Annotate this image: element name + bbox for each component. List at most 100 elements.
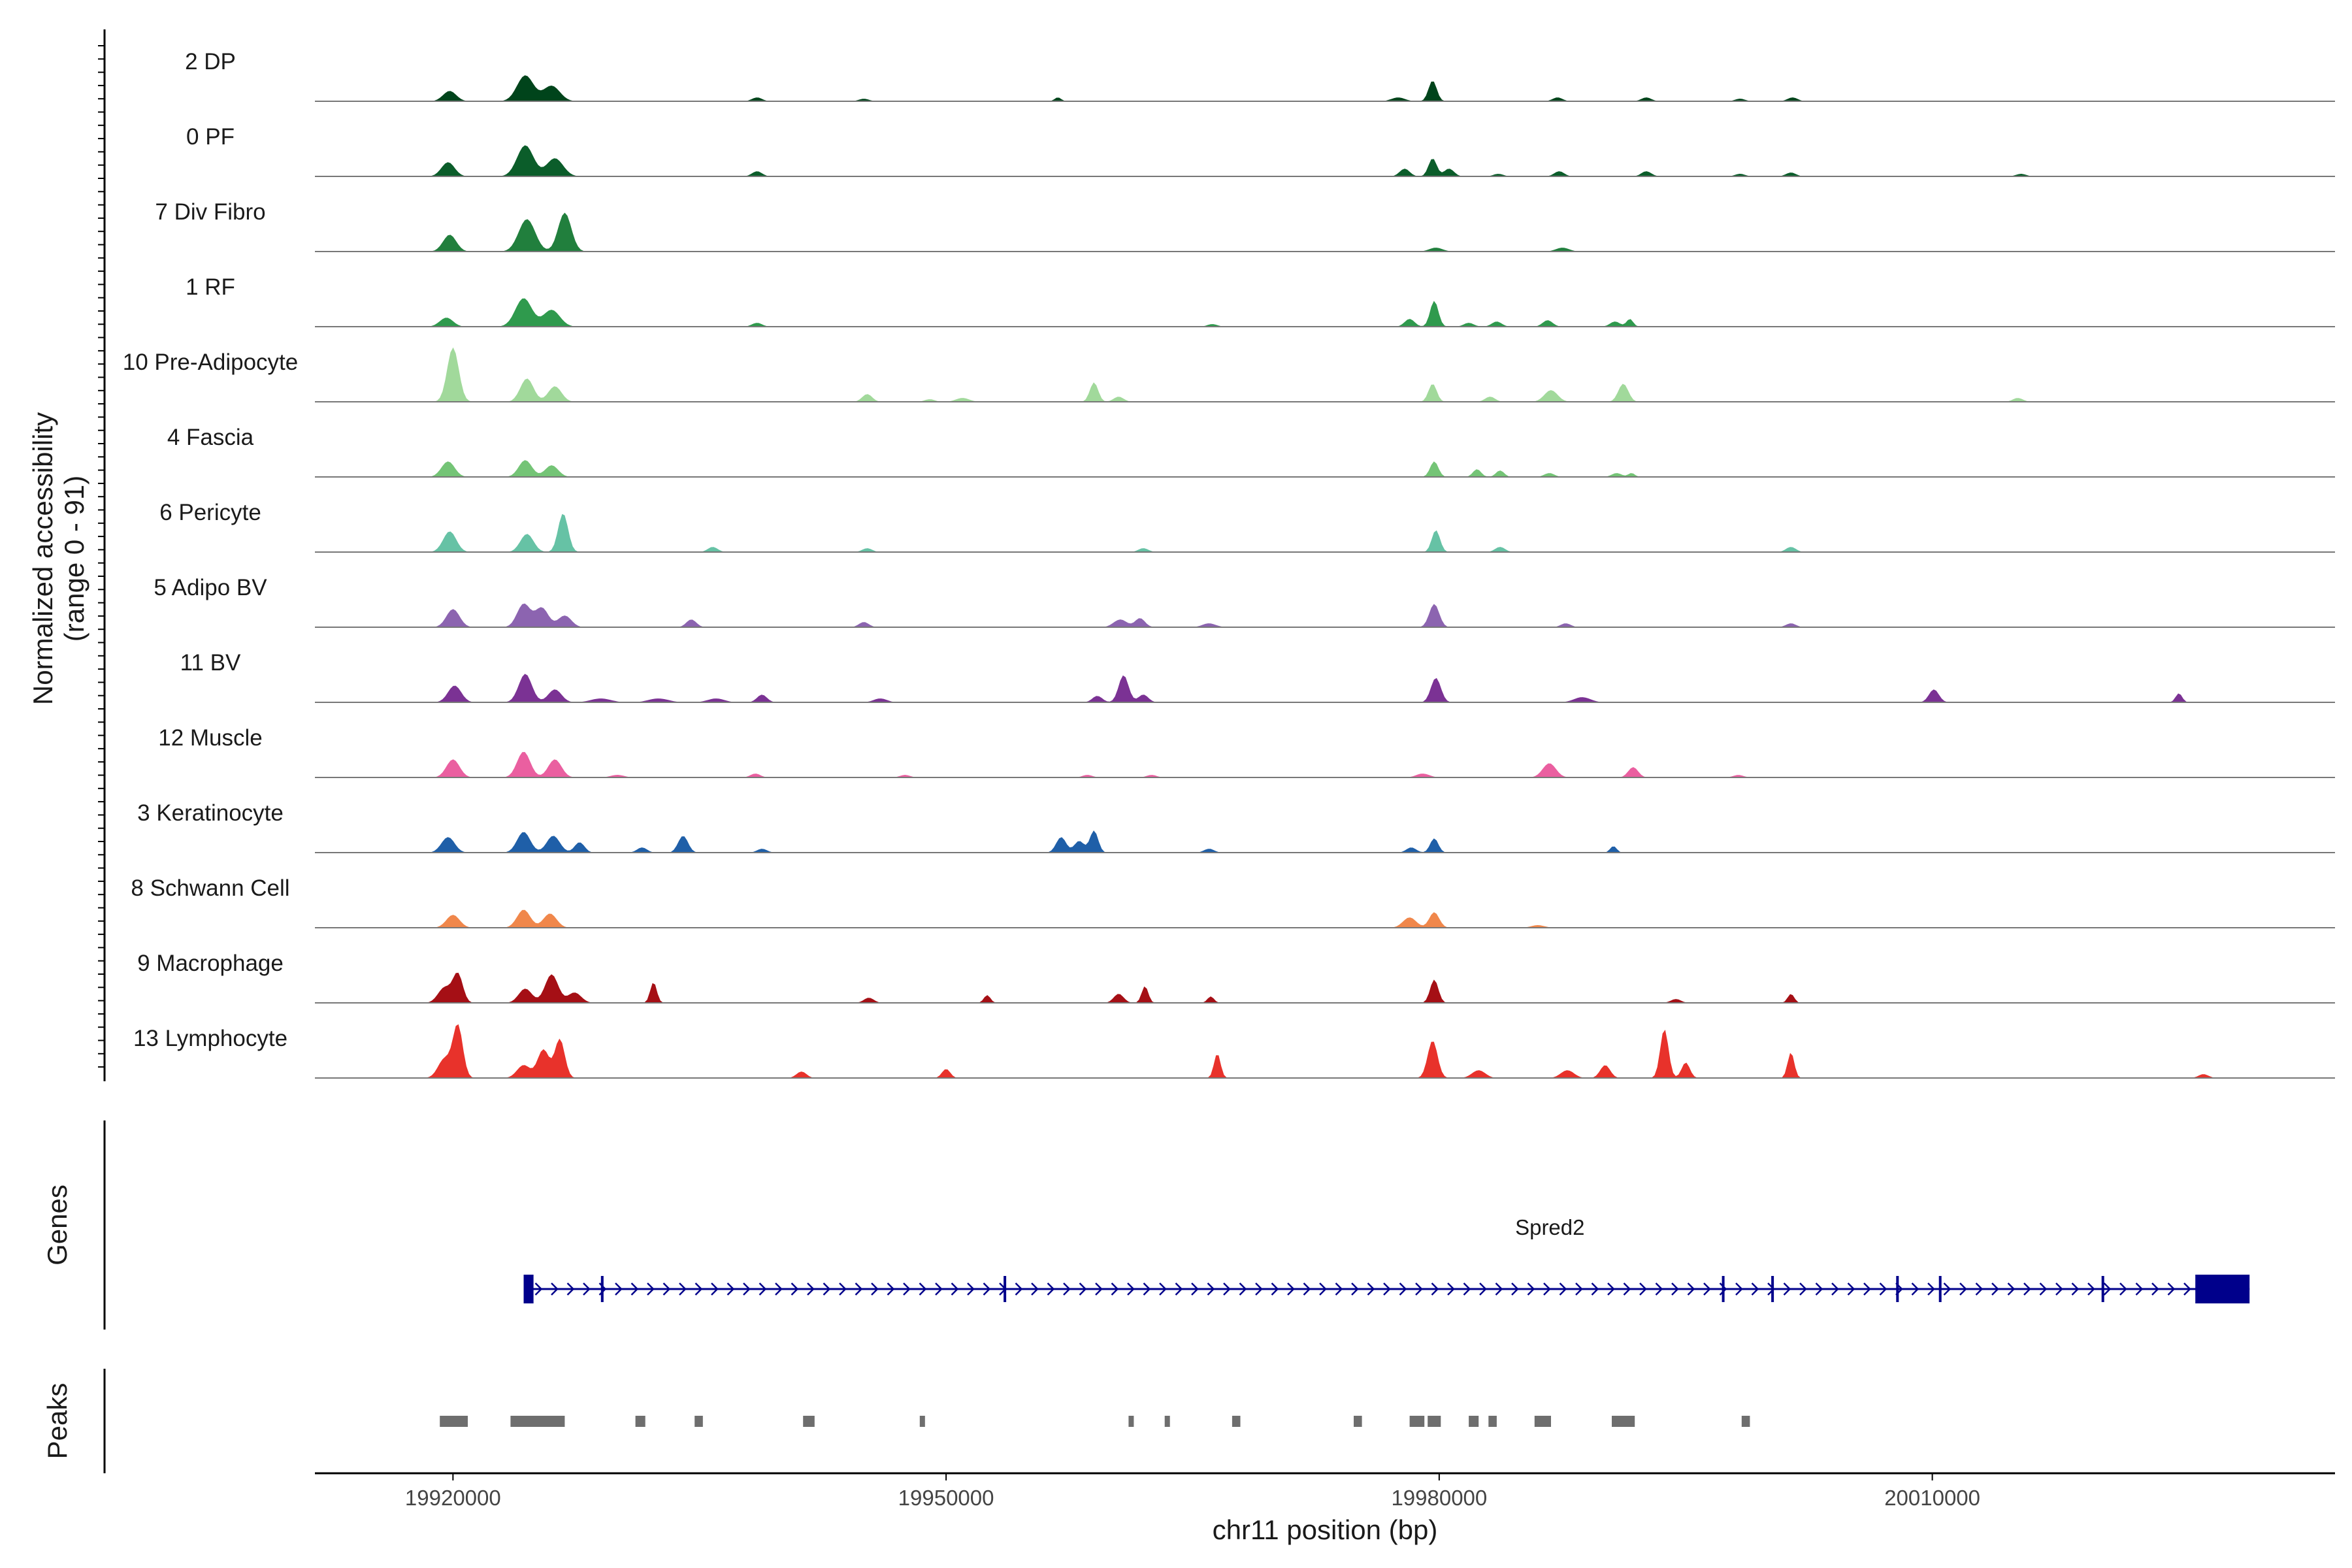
peak-region	[1128, 1416, 1134, 1427]
strand-arrow	[1559, 1282, 1567, 1296]
strand-arrow	[1575, 1282, 1583, 1296]
strand-arrow	[2183, 1282, 2191, 1296]
strand-arrow	[887, 1282, 895, 1296]
strand-arrow	[534, 1282, 543, 1296]
strand-arrow	[1687, 1282, 1695, 1296]
peak-region	[1232, 1416, 1241, 1427]
coverage-tracks: 2 DP 0 PF 7 Div Fibro 1 RF 10 Pre-Adipocyte 4…	[123, 49, 2335, 1079]
gene-exon	[1896, 1276, 1899, 1302]
strand-arrow	[583, 1282, 591, 1296]
track-label: 2 DP	[185, 49, 236, 74]
track-label: 11 BV	[180, 650, 241, 676]
coverage-area	[315, 298, 2335, 327]
strand-arrow	[1975, 1282, 1984, 1296]
strand-arrow	[1879, 1282, 1887, 1296]
x-tick-label: 19980000	[1391, 1486, 1487, 1510]
track: 11 BV	[180, 650, 2335, 703]
track: 5 Adipo BV	[154, 575, 2335, 628]
coverage-area	[315, 460, 2335, 477]
strand-arrow	[839, 1282, 847, 1296]
gene-exon	[523, 1275, 534, 1303]
strand-arrow	[1063, 1282, 1071, 1296]
strand-arrow	[1079, 1282, 1087, 1296]
strand-arrow	[647, 1282, 655, 1296]
strand-arrow	[1271, 1282, 1279, 1296]
gene-exon	[1722, 1276, 1725, 1302]
track-label: 7 Div Fibro	[155, 199, 265, 225]
peak-region	[1164, 1416, 1170, 1427]
strand-arrow	[1111, 1282, 1119, 1296]
peak-region	[510, 1416, 565, 1427]
strand-arrow	[711, 1282, 719, 1296]
strand-arrow	[1943, 1282, 1952, 1296]
strand-arrow	[1159, 1282, 1167, 1296]
strand-arrow	[967, 1282, 975, 1296]
track-label: 8 Schwann Cell	[131, 875, 289, 901]
strand-arrow	[1095, 1282, 1103, 1296]
strand-arrow	[727, 1282, 735, 1296]
peak-region	[1469, 1416, 1479, 1427]
strand-arrow	[1719, 1282, 1727, 1296]
strand-arrow	[1031, 1282, 1039, 1296]
track: 6 Pericyte	[159, 500, 2335, 553]
strand-arrow	[2023, 1282, 2031, 1296]
coverage-area	[315, 972, 2335, 1003]
gene-exon	[2195, 1275, 2250, 1303]
track: 8 Schwann Cell	[131, 875, 2335, 928]
peak-regions	[440, 1416, 1750, 1427]
strand-arrow	[1223, 1282, 1231, 1296]
strand-arrow	[2071, 1282, 2080, 1296]
strand-arrow	[1431, 1282, 1439, 1296]
strand-arrow	[903, 1282, 911, 1296]
strand-arrow	[662, 1282, 671, 1296]
strand-arrow	[1287, 1282, 1295, 1296]
strand-arrow	[1799, 1282, 1807, 1296]
strand-arrow	[2007, 1282, 2016, 1296]
strand-arrow	[1671, 1282, 1679, 1296]
track: 12 Muscle	[158, 725, 2335, 778]
strand-arrow	[630, 1282, 639, 1296]
strand-arrow	[551, 1282, 559, 1296]
gene-exon	[2101, 1276, 2104, 1302]
strand-arrow	[1735, 1282, 1743, 1296]
strand-arrow	[1527, 1282, 1535, 1296]
strand-arrow	[2039, 1282, 2048, 1296]
strand-arrow	[1607, 1282, 1615, 1296]
track: 13 Lymphocyte	[133, 1024, 2335, 1079]
peak-region	[694, 1416, 703, 1427]
track-label: 5 Adipo BV	[154, 575, 267, 600]
strand-arrow	[1127, 1282, 1135, 1296]
gene-exon	[600, 1276, 604, 1302]
coverage-area	[315, 830, 2335, 853]
strand-arrow	[2135, 1282, 2144, 1296]
strand-arrow	[1383, 1282, 1391, 1296]
strand-arrow	[823, 1282, 831, 1296]
strand-arrow	[679, 1282, 687, 1296]
strand-arrow	[1351, 1282, 1359, 1296]
track: 1 RF	[186, 274, 2335, 327]
strand-arrow	[1015, 1282, 1023, 1296]
coverage-area	[315, 514, 2335, 552]
track: 2 DP	[185, 49, 2335, 102]
strand-arrow	[1623, 1282, 1631, 1296]
strand-arrow	[1175, 1282, 1183, 1296]
coverage-area	[315, 145, 2335, 176]
strand-arrow	[1495, 1282, 1503, 1296]
peak-region	[440, 1416, 468, 1427]
peak-region	[635, 1416, 645, 1427]
strand-arrow	[1703, 1282, 1711, 1296]
strand-arrow	[2103, 1282, 2112, 1296]
peak-region	[1488, 1416, 1497, 1427]
track-label: 12 Muscle	[158, 725, 263, 751]
strand-arrow	[983, 1282, 991, 1296]
track-label: 6 Pericyte	[159, 500, 261, 525]
track-label: 13 Lymphocyte	[133, 1026, 287, 1051]
strand-arrow	[1447, 1282, 1455, 1296]
strand-arrow	[1639, 1282, 1647, 1296]
strand-arrow	[1319, 1282, 1327, 1296]
track: 3 Keratinocyte	[137, 800, 2335, 853]
strand-arrow	[2151, 1282, 2159, 1296]
strand-arrow	[1991, 1282, 1999, 1296]
coverage-area	[315, 75, 2335, 101]
strand-arrow	[1847, 1282, 1855, 1296]
